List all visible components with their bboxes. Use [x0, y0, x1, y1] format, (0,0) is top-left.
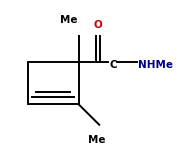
- Text: Me: Me: [60, 15, 78, 25]
- Text: O: O: [94, 20, 103, 30]
- Text: C: C: [110, 61, 117, 71]
- Text: Me: Me: [88, 135, 105, 145]
- Text: NHMe: NHMe: [138, 61, 173, 71]
